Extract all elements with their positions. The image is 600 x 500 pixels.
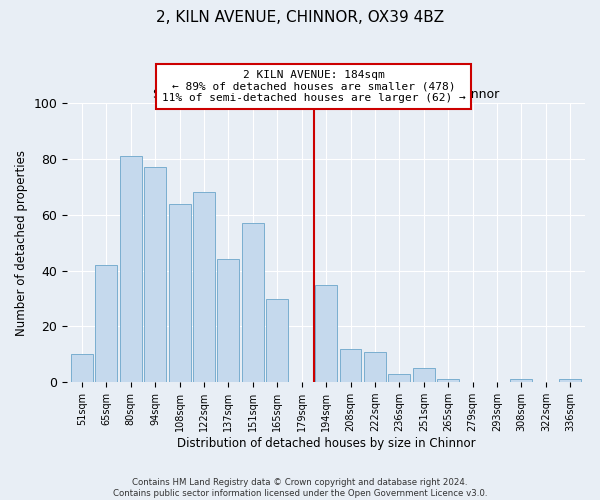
Text: 2, KILN AVENUE, CHINNOR, OX39 4BZ: 2, KILN AVENUE, CHINNOR, OX39 4BZ (156, 10, 444, 25)
Text: Contains HM Land Registry data © Crown copyright and database right 2024.
Contai: Contains HM Land Registry data © Crown c… (113, 478, 487, 498)
Bar (144, 168, 166, 382)
Y-axis label: Number of detached properties: Number of detached properties (15, 150, 28, 336)
Bar (315, 284, 337, 382)
Bar (266, 298, 288, 382)
X-axis label: Distribution of detached houses by size in Chinnor: Distribution of detached houses by size … (177, 437, 475, 450)
Bar (437, 380, 459, 382)
Bar (71, 354, 93, 382)
Bar (242, 223, 264, 382)
Bar (95, 265, 117, 382)
Bar (193, 192, 215, 382)
Bar (119, 156, 142, 382)
Bar (169, 204, 191, 382)
Text: 2 KILN AVENUE: 184sqm
← 89% of detached houses are smaller (478)
11% of semi-det: 2 KILN AVENUE: 184sqm ← 89% of detached … (162, 70, 466, 103)
Bar (413, 368, 435, 382)
Bar (559, 380, 581, 382)
Bar (340, 348, 361, 382)
Title: Size of property relative to detached houses in Chinnor: Size of property relative to detached ho… (153, 88, 499, 101)
Bar (364, 352, 386, 382)
Bar (511, 380, 532, 382)
Bar (217, 260, 239, 382)
Bar (388, 374, 410, 382)
